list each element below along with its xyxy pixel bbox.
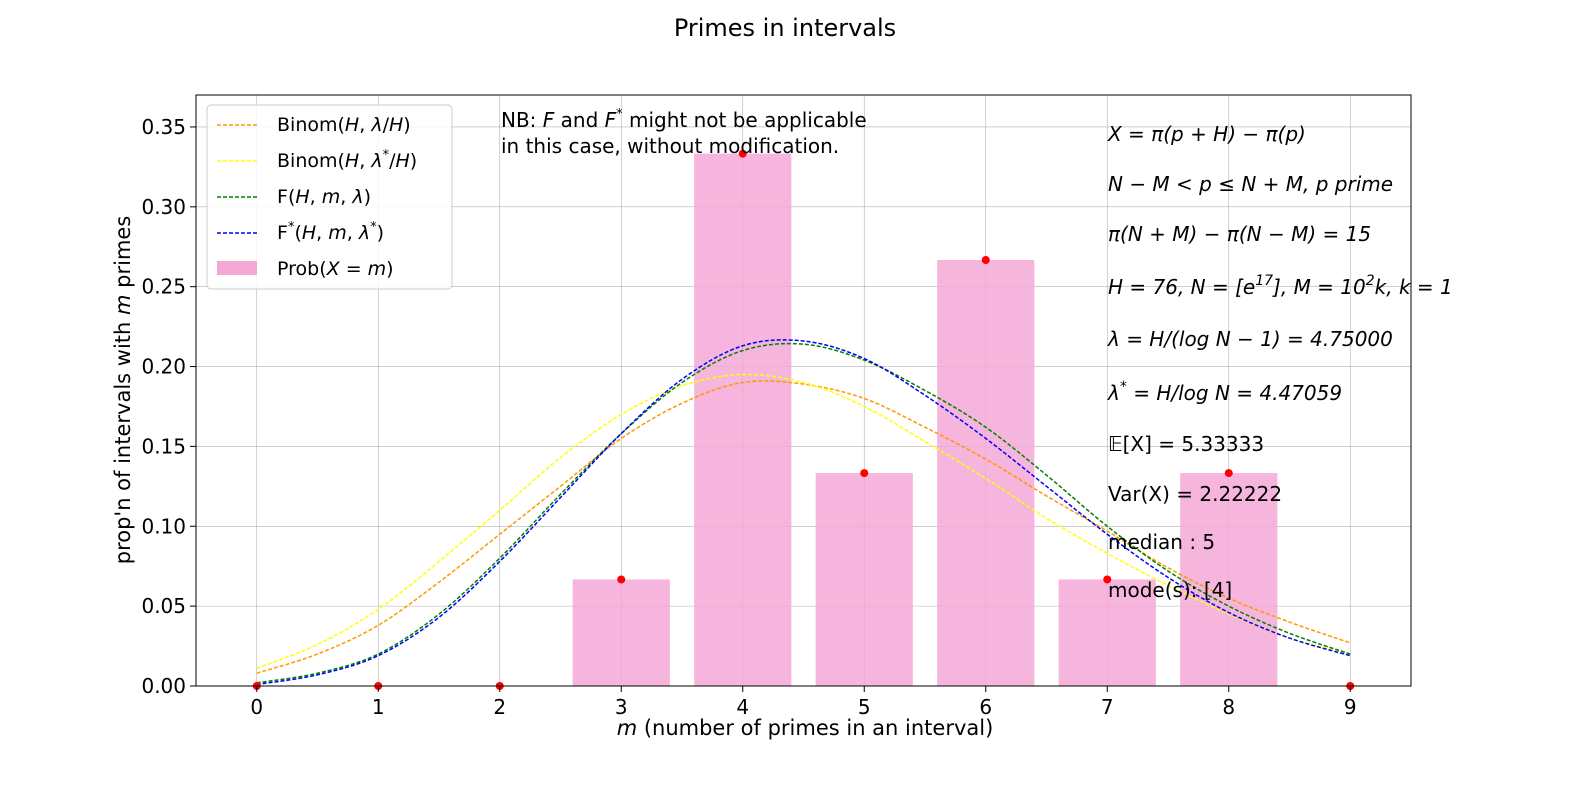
note-line1-post: might not be applicable: [623, 108, 867, 132]
legend-prob-word: Prob: [277, 258, 319, 280]
x-tick-label-2: 2: [493, 695, 506, 719]
annotation-params-sup2: 2: [1366, 273, 1375, 289]
annotation-lambda-star: λ* = H/log N = 4.47059: [1107, 379, 1342, 405]
legend-box: [206, 104, 453, 290]
bar-m-6: [937, 260, 1035, 686]
annotation-x-definition: X = π(p + H) − π(p): [1107, 122, 1306, 146]
x-tick-label-4: 4: [736, 695, 749, 719]
annotation-parameters: H = 76, N = [e17], M = 102k, k = 1: [1108, 273, 1453, 299]
bar-m-5: [815, 473, 913, 686]
legend-label-prob: Prob(X = m): [277, 258, 394, 280]
legend-f-word: F: [277, 186, 288, 208]
series-line-0: [256, 380, 1351, 674]
annotation-lambda-star-sup: *: [1120, 379, 1127, 395]
note-line-1: NB: F and F* might not be applicable: [501, 107, 867, 132]
annotations: X = π(p + H) − π(p) N − M < p ≤ N + M, p…: [1107, 122, 1453, 602]
x-tick-label-9: 9: [1344, 695, 1357, 719]
x-tick-label-7: 7: [1101, 695, 1114, 719]
annotation-mode: mode(s): [4]: [1108, 578, 1232, 602]
y-tick-label-2: 0.10: [141, 514, 186, 538]
annotation-lambda-star-pre: λ: [1107, 381, 1120, 405]
point-m-7: [1103, 575, 1112, 584]
annotation-lambda-star-post: = H/log N = 4.47059: [1127, 381, 1342, 405]
legend-binom-word-2: Binom: [277, 150, 338, 172]
y-axis-label: prop'n of intervals with m primes: [111, 216, 135, 565]
annotation-params-pre: H = 76, N = [e: [1108, 275, 1255, 299]
annotation-params-mid: ], M = 10: [1272, 275, 1366, 299]
x-axis-label-rest: (number of primes in an interval): [637, 716, 993, 740]
x-tick-label-6: 6: [979, 695, 992, 719]
legend-swatch-prob: [217, 261, 257, 275]
note-line-2: in this case, without modification.: [501, 134, 839, 158]
series-line-3: [256, 339, 1351, 686]
point-m-8: [1224, 469, 1233, 478]
x-tick-label-3: 3: [615, 695, 628, 719]
annotation-median: median : 5: [1108, 530, 1215, 554]
legend-binom-word: Binom: [277, 114, 338, 136]
annotation-p-range: N − M < p ≤ N + M, p prime: [1108, 172, 1393, 196]
y-tick-label-1: 0.05: [141, 594, 186, 618]
note-fstar: F: [605, 108, 617, 132]
note-star: *: [616, 107, 623, 122]
legend-label-binom-lambda-star: Binom(H, λ*/H): [277, 148, 417, 172]
y-ticks: 0.00 0.05 0.10 0.15 0.20 0.25 0.30 0.35: [141, 115, 196, 698]
x-ticks: 0 1 2 3 4 5 6 7 8 9: [250, 686, 1357, 719]
point-m-4: [738, 149, 747, 158]
bar-m-7: [1058, 579, 1156, 686]
y-axis-label-var: m: [111, 295, 135, 315]
series-lines: [256, 339, 1351, 686]
legend: Binom(H, λ/H) Binom(H, λ*/H) F(H, m, λ) …: [206, 104, 453, 290]
note-and: and: [554, 108, 604, 132]
y-tick-label-6: 0.30: [141, 195, 186, 219]
y-tick-label-0: 0.00: [141, 674, 186, 698]
legend-label-f-star: F*(H, m, λ*): [277, 220, 384, 244]
plot-frame: [195, 94, 1412, 687]
point-m-5: [860, 469, 869, 478]
x-axis-label: m (number of primes in an interval): [617, 716, 994, 740]
note-f: F: [543, 108, 555, 132]
point-m-3: [617, 575, 626, 584]
y-axis-label-end: primes: [111, 216, 135, 295]
series-line-2: [256, 342, 1351, 684]
annotation-variance: Var(X) = 2.22222: [1108, 482, 1282, 506]
bar-m-4: [694, 153, 792, 687]
legend-f-word-2: F: [277, 222, 288, 244]
note-prefix: NB:: [501, 108, 543, 132]
chart-title: Primes in intervals: [674, 14, 896, 42]
bar-m-3: [572, 579, 670, 686]
annotation-prime-count: π(N + M) − π(N − M) = 15: [1108, 222, 1371, 246]
x-tick-label-5: 5: [858, 695, 871, 719]
x-tick-label-1: 1: [372, 695, 385, 719]
point-m-6: [981, 256, 990, 265]
y-tick-label-4: 0.20: [141, 355, 186, 379]
x-tick-label-0: 0: [250, 695, 263, 719]
series-line-1: [256, 373, 1351, 670]
y-axis-label-start: prop'n of intervals with: [111, 315, 135, 564]
annotation-params-post: k, k = 1: [1375, 275, 1453, 299]
y-tick-label-7: 0.35: [141, 115, 186, 139]
x-axis-label-var: m: [617, 716, 637, 740]
annotation-expectation: 𝔼[X] = 5.33333: [1108, 432, 1264, 456]
annotation-lambda: λ = H/(log N − 1) = 4.75000: [1107, 327, 1393, 351]
bars: [572, 153, 1278, 687]
legend-label-binom-lambda: Binom(H, λ/H): [277, 114, 411, 136]
x-tick-label-8: 8: [1222, 695, 1235, 719]
y-tick-label-5: 0.25: [141, 275, 186, 299]
y-tick-label-3: 0.15: [141, 434, 186, 458]
bar-m-8: [1180, 473, 1278, 686]
legend-label-f: F(H, m, λ): [277, 186, 371, 208]
annotation-params-sup: 17: [1255, 273, 1273, 289]
